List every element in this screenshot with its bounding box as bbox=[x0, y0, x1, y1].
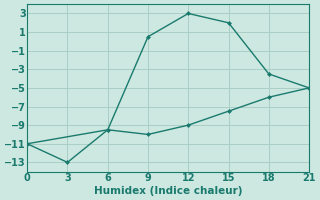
X-axis label: Humidex (Indice chaleur): Humidex (Indice chaleur) bbox=[94, 186, 242, 196]
